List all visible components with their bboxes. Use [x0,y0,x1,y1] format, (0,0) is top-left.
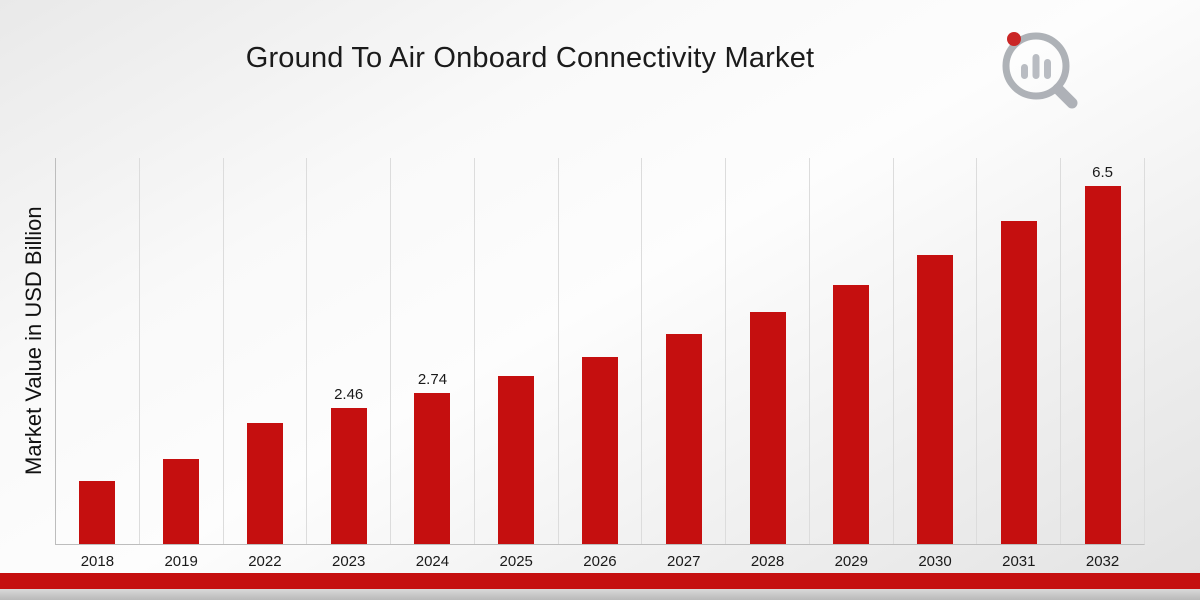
magnifier-handle-icon [1052,83,1078,109]
chart-column-2029: 2029 [808,158,893,570]
bar-2024 [414,392,451,544]
chart-column-2023: 2.46 2023 [306,158,390,570]
bar-value-label-2023: 2.46 [334,386,364,404]
chart-column-2019: 2019 [138,158,223,570]
x-tick-label-2029: 2029 [834,553,868,570]
brand-logo [992,26,1087,110]
x-tick-label-2031: 2031 [1002,553,1036,570]
bar-2022 [246,422,283,544]
logo-red-dot-icon [1007,32,1021,46]
chart-column-2026: 2026 [557,158,642,570]
x-tick-label-2028: 2028 [750,553,785,570]
bar-value-label-2032: 6.5 [1092,163,1113,181]
bar-2019 [163,458,200,544]
chart-title: Ground To Air Onboard Connectivity Marke… [245,42,815,74]
bar-2018 [79,480,116,544]
x-tick-label-2026: 2026 [583,553,617,570]
logo-bar-medium-icon [1044,59,1051,79]
chart-column-2025: 2025 [473,158,558,570]
x-tick-label-2018: 2018 [80,553,115,570]
chart-column-2031: 2031 [976,158,1060,570]
magnifier-lens-icon [1002,32,1070,100]
bar-2027 [665,334,702,544]
chart-column-2027: 2027 [641,158,725,570]
bar-value-label-2024: 2.74 [417,370,448,388]
x-tick-label-2030: 2030 [918,553,952,570]
bar-2029 [833,284,870,544]
bar-2032 [1084,185,1121,544]
x-tick-label-2024: 2024 [415,553,450,570]
x-tick-label-2032: 2032 [1085,553,1120,570]
x-tick-label-2022: 2022 [248,553,282,570]
bar-2025 [498,375,535,544]
footer-gray-stripe [0,589,1200,600]
logo-bar-tall-icon [1032,54,1040,79]
chart-column-2024: 2.74 2024 [390,158,474,570]
chart-column-2032: 6.5 2032 [1060,158,1144,570]
x-tick-label-2019: 2019 [164,553,198,570]
chart-column-2030: 2030 [892,158,977,570]
y-axis-label: Market Value in USD Billion [21,206,46,475]
bar-2031 [1000,221,1037,544]
bar-2023 [330,408,367,544]
bar-2030 [917,254,954,544]
chart-column-2022: 2022 [222,158,307,570]
chart-column-2018: 2018 [56,158,139,570]
chart-column-2028: 2028 [725,158,809,570]
footer-red-stripe [0,573,1200,589]
x-tick-label-2023: 2023 [331,553,366,570]
brand-logo-graphic [1002,32,1078,109]
bar-2026 [581,356,618,544]
x-tick-label-2025: 2025 [499,553,533,570]
bar-2028 [749,312,786,544]
logo-bar-small-icon [1021,64,1028,79]
x-tick-label-2027: 2027 [667,553,701,570]
plot-area: 2018 2019 2022 2.46 2023 2.74 2024 2025 2026 2027… [55,158,1145,570]
